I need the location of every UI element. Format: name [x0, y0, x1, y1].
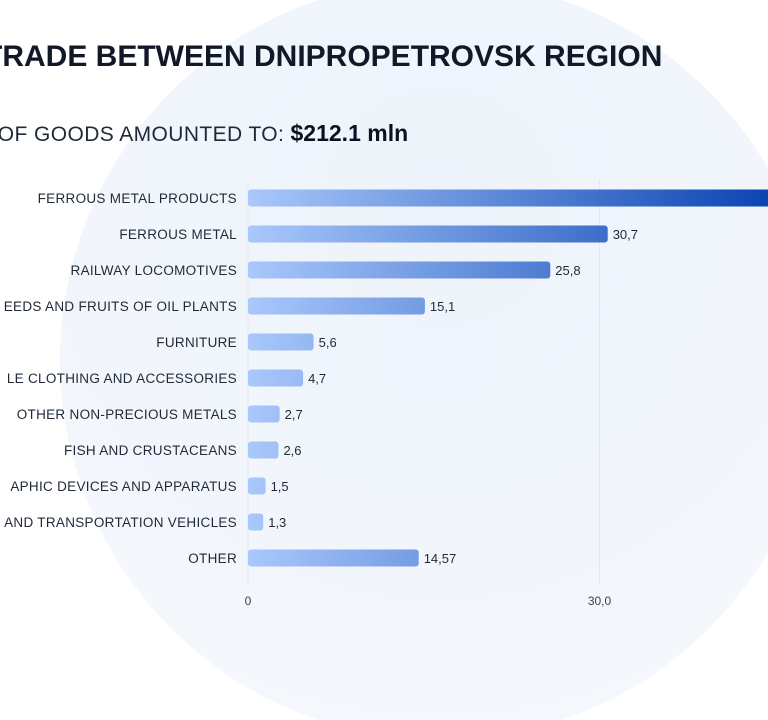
value-label: 2,6: [283, 443, 301, 458]
value-label: 14,57: [424, 551, 457, 566]
category-label: RAILWAY LOCOMOTIVES: [71, 263, 237, 278]
subtitle-text: ORTS OF GOODS AMOUNTED TO:: [0, 123, 285, 146]
bar: [248, 369, 304, 387]
value-label: 2,7: [285, 407, 303, 422]
category-label: FURNITURE: [156, 335, 237, 350]
bar: [248, 333, 314, 351]
subtitle-total-value: $212.1 mln: [290, 120, 409, 146]
bar: [248, 441, 279, 459]
bar: [248, 189, 768, 207]
x-tick-label: 30,0: [588, 594, 612, 608]
value-label: 5,6: [319, 335, 337, 350]
bar: [248, 513, 264, 531]
category-label: FERROUS METAL PRODUCTS: [38, 191, 237, 206]
value-label: 1,3: [268, 515, 286, 530]
value-label: 1,5: [271, 479, 289, 494]
category-label: FERROUS METAL: [119, 227, 237, 242]
bar: [248, 261, 551, 279]
category-label: OTHER: [188, 551, 237, 566]
chart-subtitle: ORTS OF GOODS AMOUNTED TO: $212.1 mln: [0, 120, 408, 147]
x-axis-ticks: 030,060,090: [245, 594, 612, 608]
category-label: OTHER NON-PRECIOUS METALS: [17, 407, 237, 422]
value-labels: 30,7 25,8 15,1 5,6 4,7 2,7 2,6 1,5 1,3 14,57: [268, 227, 638, 566]
bars: [248, 189, 768, 567]
bar: [248, 297, 425, 315]
value-label: 25,8: [555, 263, 580, 278]
background-circle: [60, 0, 768, 720]
category-label: LE CLOTHING AND ACCESSORIES: [7, 371, 237, 386]
category-label: FISH AND CRUSTACEANS: [64, 443, 237, 458]
bar: [248, 477, 266, 495]
category-labels: FERROUS METAL PRODUCTS FERROUS METAL RAILW…: [4, 191, 237, 566]
value-label: 30,7: [613, 227, 638, 242]
value-label: 4,7: [308, 371, 326, 386]
bar: [248, 225, 608, 243]
bar: [248, 549, 419, 567]
chart-title-line-1: N TRADE BETWEEN DNIPROPETROVSK REGION: [0, 40, 663, 73]
value-label: 15,1: [430, 299, 455, 314]
category-label: EEDS AND FRUITS OF OIL PLANTS: [4, 299, 237, 314]
x-tick-label: 0: [245, 594, 252, 608]
category-label: AND TRANSPORTATION VEHICLES: [4, 515, 237, 530]
bar: [248, 405, 280, 423]
category-label: APHIC DEVICES AND APPARATUS: [10, 479, 237, 494]
